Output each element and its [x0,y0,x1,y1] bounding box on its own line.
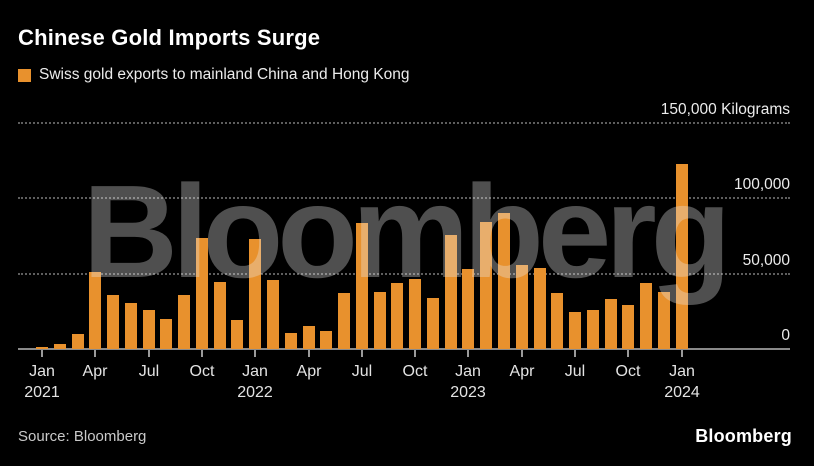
bar-sep-2023 [605,299,617,349]
bar-feb-2023 [480,222,492,349]
x-label-month-9: Oct [189,363,215,380]
bar-dec-2021 [231,320,243,349]
bar-may-2022 [320,331,332,349]
bar-mar-2023 [498,213,510,349]
bar-mar-2022 [285,333,297,349]
bar-feb-2022 [267,280,279,349]
bar-apr-2021 [89,272,101,349]
x-tick-12 [254,350,256,357]
bloomberg-watermark: Bloomberg [82,158,732,305]
bar-oct-2022 [409,279,421,349]
x-label-year-2021: 2021 [24,384,60,401]
bar-aug-2023 [587,310,599,349]
bar-jan-2024 [676,164,688,349]
legend-label: Swiss gold exports to mainland China and… [39,66,410,83]
bar-nov-2023 [640,283,652,349]
bar-dec-2022 [445,235,457,349]
x-label-month-36: Jan [669,363,695,380]
bar-feb-2021 [54,344,66,349]
x-axis-line [18,348,790,350]
x-label-month-30: Jul [564,363,586,380]
bar-aug-2021 [160,319,172,349]
bar-apr-2022 [303,326,315,349]
bar-aug-2022 [374,292,386,349]
y-axis-label-100000: 100,000 [733,176,790,193]
x-tick-30 [574,350,576,357]
x-tick-27 [521,350,523,357]
bar-oct-2023 [622,305,634,349]
x-label-month-21: Oct [402,363,428,380]
bar-sep-2022 [391,283,403,349]
x-tick-9 [201,350,203,357]
x-label-month-12: Jan [242,363,268,380]
bloomberg-logo: Bloomberg [695,426,792,446]
bar-jan-2023 [462,269,474,349]
x-label-month-6: Jul [138,363,160,380]
bar-sep-2021 [178,295,190,349]
bar-jul-2022 [356,223,368,349]
bar-dec-2023 [658,292,670,349]
bar-jul-2021 [143,310,155,349]
chart-title: Chinese Gold Imports Surge [18,25,321,50]
y-axis-label-0: 0 [781,327,790,344]
bar-may-2021 [107,295,119,349]
x-tick-33 [627,350,629,357]
legend-swatch-icon [18,68,31,82]
y-axis-label-150000: 150,000 Kilograms [660,101,790,118]
gridline-150000 [18,122,790,124]
x-label-year-2024: 2024 [664,384,700,401]
x-label-month-33: Oct [615,363,641,380]
bar-apr-2023 [516,265,528,349]
x-label-month-27: Apr [509,363,535,380]
bar-oct-2021 [196,238,208,349]
x-label-month-15: Apr [296,363,322,380]
source-note: Source: Bloomberg [18,428,147,445]
x-tick-18 [361,350,363,357]
x-tick-6 [148,350,150,357]
bar-jun-2021 [125,303,137,349]
x-label-month-0: Jan [29,363,55,380]
x-label-year-2023: 2023 [450,384,486,401]
bar-jun-2022 [338,293,350,349]
x-tick-3 [94,350,96,357]
x-tick-24 [467,350,469,357]
gridline-50000 [18,273,790,275]
bar-jul-2023 [569,312,581,349]
x-label-month-24: Jan [455,363,481,380]
bar-nov-2021 [214,282,226,349]
x-tick-15 [308,350,310,357]
legend: Swiss gold exports to mainland China and… [18,66,410,84]
gridline-100000 [18,197,790,199]
bar-jun-2023 [551,293,563,349]
x-tick-0 [41,350,43,357]
bar-jan-2022 [249,239,261,349]
x-tick-36 [681,350,683,357]
bar-may-2023 [534,268,546,349]
x-label-month-18: Jul [351,363,373,380]
bar-nov-2022 [427,298,439,349]
x-label-year-2022: 2022 [237,384,273,401]
x-label-month-3: Apr [82,363,108,380]
bar-mar-2021 [72,334,84,349]
bar-jan-2021 [36,347,48,349]
x-tick-21 [414,350,416,357]
y-axis-label-50000: 50,000 [742,252,790,269]
